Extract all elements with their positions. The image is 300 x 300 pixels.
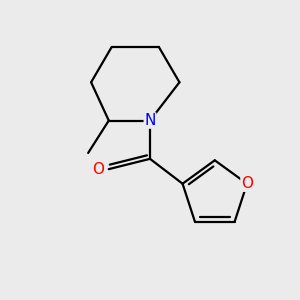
- Text: N: N: [144, 113, 156, 128]
- Text: O: O: [92, 162, 104, 177]
- Text: O: O: [241, 176, 253, 191]
